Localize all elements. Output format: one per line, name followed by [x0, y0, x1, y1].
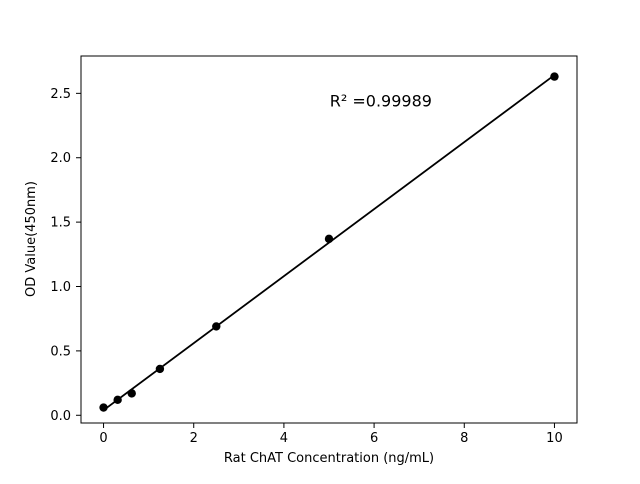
x-tick-label: 8	[460, 431, 468, 446]
y-axis-label: OD Value(450nm)	[24, 181, 39, 297]
data-point	[155, 364, 165, 374]
x-tick-label: 6	[370, 431, 378, 446]
x-axis-ticks: 0 2 4 6 8 10	[99, 423, 563, 446]
y-tick-label: 2.5	[50, 87, 71, 102]
y-tick-label: 1.0	[50, 280, 71, 295]
data-points-group	[99, 72, 559, 412]
data-point	[127, 389, 136, 398]
data-point	[99, 403, 108, 412]
y-tick-label: 1.5	[50, 216, 71, 231]
y-axis-ticks: 0.0 0.5 1.0 1.5 2.0 2.5	[50, 87, 81, 424]
x-tick-label: 10	[546, 431, 563, 446]
x-axis-label: Rat ChAT Concentration (ng/mL)	[224, 451, 434, 466]
data-point	[212, 322, 221, 331]
x-tick-label: 0	[99, 431, 107, 446]
x-tick-label: 2	[190, 431, 198, 446]
y-tick-label: 0.0	[50, 409, 71, 424]
y-tick-label: 0.5	[50, 344, 71, 359]
x-tick-label: 4	[280, 431, 288, 446]
r-squared-annotation: R² =0.99989	[330, 92, 432, 111]
data-point	[324, 234, 334, 244]
y-tick-label: 2.0	[50, 151, 71, 166]
plot-border	[80, 55, 578, 424]
data-point	[550, 72, 559, 81]
data-point	[113, 395, 122, 405]
